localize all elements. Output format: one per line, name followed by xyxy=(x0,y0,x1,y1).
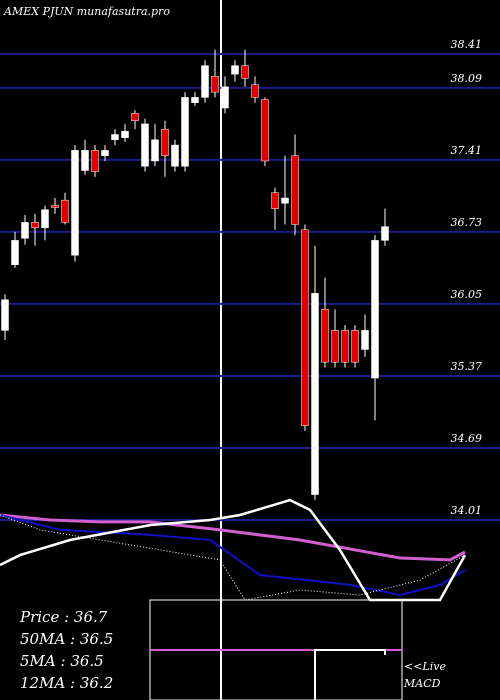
live-label: <<Live xyxy=(404,660,446,673)
candle-body xyxy=(141,123,149,167)
macd-line xyxy=(314,649,386,700)
candle-body xyxy=(1,299,9,331)
candle-body xyxy=(51,205,59,208)
candle-body xyxy=(81,150,89,171)
macd-label: MACD xyxy=(403,677,441,690)
candle-body xyxy=(291,155,299,225)
candle-body xyxy=(131,113,139,121)
y-tick-label: 34.69 xyxy=(451,432,483,445)
candle-body xyxy=(61,199,69,223)
info-line: Price : 36.7 xyxy=(19,608,108,626)
indicator-line xyxy=(0,514,466,597)
candle-body xyxy=(361,330,369,350)
y-tick-label: 34.01 xyxy=(451,504,483,517)
candle-body xyxy=(71,150,79,256)
candle-body xyxy=(241,65,249,79)
candle-body xyxy=(161,128,169,156)
candle-body xyxy=(41,209,49,228)
candle-body xyxy=(311,293,319,495)
candle-body xyxy=(301,229,309,426)
candle-body xyxy=(31,222,39,228)
candle-body xyxy=(211,75,219,93)
candle-body xyxy=(221,86,229,109)
candle-body xyxy=(321,308,329,363)
candle-body xyxy=(331,330,339,363)
candle-body xyxy=(151,139,159,162)
candle-body xyxy=(381,226,389,241)
y-tick-label: 38.41 xyxy=(451,38,483,51)
indicator-line xyxy=(0,514,466,601)
candle-body xyxy=(201,65,209,98)
candle-body xyxy=(271,192,279,209)
chart-title: AMEX PJUN munafasutra.pro xyxy=(3,5,170,18)
candle-body xyxy=(191,97,199,103)
candle-body xyxy=(111,134,119,141)
candle-body xyxy=(11,240,19,266)
indicator-line xyxy=(0,498,467,602)
candle-body xyxy=(251,84,259,98)
y-tick-label: 38.09 xyxy=(451,72,483,85)
info-line: 12MA : 36.2 xyxy=(20,674,113,692)
candle-body xyxy=(21,222,29,239)
candle-body xyxy=(101,150,109,156)
y-tick-label: 36.05 xyxy=(451,288,483,301)
candle-body xyxy=(181,97,189,167)
candle-body xyxy=(121,131,129,138)
y-tick-label: 35.37 xyxy=(451,360,483,373)
candle-body xyxy=(231,65,239,75)
info-line: 50MA : 36.5 xyxy=(20,630,113,648)
info-line: 5MA : 36.5 xyxy=(20,652,104,670)
candle-body xyxy=(261,99,269,162)
candle-body xyxy=(171,144,179,167)
candle-body xyxy=(371,240,379,379)
candle-body xyxy=(281,197,289,204)
y-tick-label: 37.41 xyxy=(451,144,483,157)
candle-body xyxy=(341,330,349,363)
indicator-line xyxy=(0,513,466,562)
y-tick-label: 36.73 xyxy=(451,216,483,229)
candle-body xyxy=(91,150,99,172)
candle-body xyxy=(351,330,359,363)
